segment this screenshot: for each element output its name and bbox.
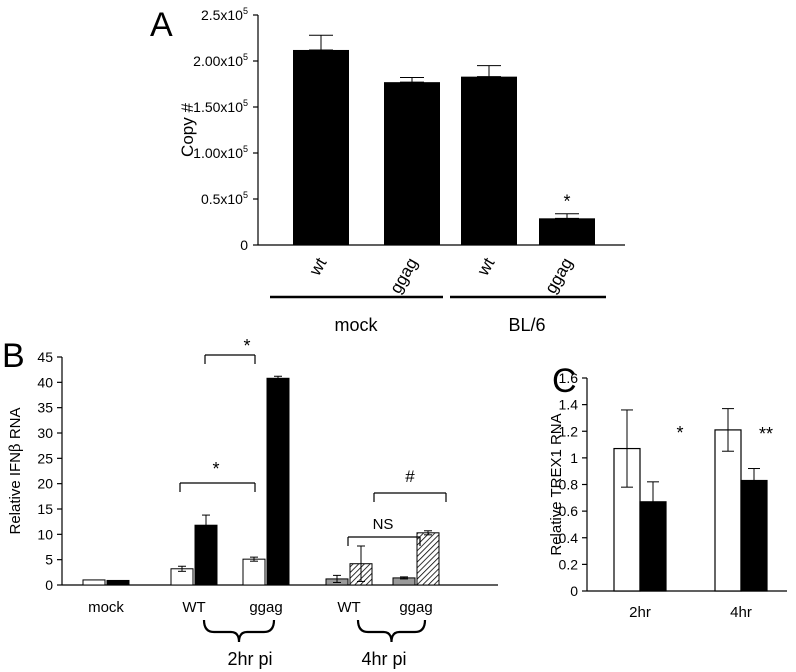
x-tick-label-b: ggag xyxy=(399,599,432,616)
bar-c xyxy=(740,479,768,592)
x-tick-label-a: ggag xyxy=(386,255,421,297)
bar-a xyxy=(461,76,517,245)
y-tick-label-b: 5 xyxy=(45,552,53,568)
group-label-mock: mock xyxy=(334,315,378,335)
annotation-b: NS xyxy=(373,516,394,533)
x-tick-label-b: mock xyxy=(88,599,124,616)
y-tick-label-a: 1.50x105 xyxy=(193,98,248,115)
y-tick-label-c: 0 xyxy=(570,583,578,599)
bar-b xyxy=(106,579,130,586)
x-tick-label-b: ggag xyxy=(249,599,282,616)
y-tick-label-b: 30 xyxy=(37,425,53,441)
panel-label-b: B xyxy=(2,337,25,375)
y-axis-label-part-b: Relative IFN xyxy=(7,452,24,535)
y-tick-label-b: 25 xyxy=(37,450,53,466)
panel-label-a: A xyxy=(150,6,173,44)
group-label-bl6: BL/6 xyxy=(508,315,545,335)
y-tick-label-c: 1.6 xyxy=(559,370,579,386)
y-tick-label-c: 1.4 xyxy=(559,397,579,413)
y-axis-label-c: Relative TREX1 RNA xyxy=(548,413,565,555)
y-tick-label-b: 0 xyxy=(45,577,53,593)
bar-b xyxy=(242,558,266,586)
group-brace-4hr xyxy=(356,619,427,643)
y-tick-label-b: 45 xyxy=(37,349,53,365)
x-tick-label-c: 2hr xyxy=(629,604,651,621)
x-tick-label-a: wt xyxy=(305,254,331,279)
y-tick-label-a: 0 xyxy=(240,237,248,253)
y-tick-label-b: 20 xyxy=(37,476,53,492)
group-label-2hr-pi: 2hr pi xyxy=(227,649,272,669)
y-axis-label-b: Relative IFNβ RNA xyxy=(6,407,24,534)
y-tick-label-c: 0.8 xyxy=(559,477,579,493)
bar-b xyxy=(266,377,290,586)
y-tick-exponent-a: 5 xyxy=(243,98,248,108)
y-tick-label-c: 0.2 xyxy=(559,556,579,572)
y-tick-exponent-a: 5 xyxy=(243,6,248,16)
bar-a xyxy=(539,218,595,245)
y-tick-label-b: 15 xyxy=(37,501,53,517)
y-tick-label-a: 2.5x105 xyxy=(201,6,248,23)
annotation-c: ** xyxy=(759,424,773,444)
y-tick-exponent-a: 5 xyxy=(243,144,248,154)
y-tick-label-a: 0.5x105 xyxy=(201,190,248,207)
y-tick-label-c: 0.4 xyxy=(559,530,579,546)
x-tick-label-a: wt xyxy=(473,254,499,279)
annotation-c: * xyxy=(676,423,683,443)
x-tick-label-b: WT xyxy=(337,599,360,616)
y-tick-label-a: 2.00x105 xyxy=(193,52,248,69)
bar-c xyxy=(714,429,742,592)
x-tick-label-a: ggag xyxy=(541,255,576,297)
group-label-4hr-pi: 4hr pi xyxy=(361,649,406,669)
significance-marker-a: * xyxy=(563,192,570,212)
panel-label-c: C xyxy=(552,362,577,400)
y-tick-label-c: 1 xyxy=(570,450,578,466)
y-tick-label-a: 1.00x105 xyxy=(193,144,248,161)
y-axis-label-part-b: RNA xyxy=(7,407,24,443)
y-axis-label-part-b: β xyxy=(6,443,24,452)
x-tick-label-b: WT xyxy=(182,599,205,616)
y-tick-label-b: 10 xyxy=(37,526,53,542)
group-brace-2hr xyxy=(202,619,276,643)
y-tick-label-b: 35 xyxy=(37,400,53,416)
y-tick-exponent-a: 5 xyxy=(243,52,248,62)
y-tick-label-c: 1.2 xyxy=(559,423,579,439)
annotation-b: * xyxy=(243,336,250,356)
bar-b xyxy=(82,579,106,586)
x-tick-label-c: 4hr xyxy=(730,604,752,621)
y-tick-exponent-a: 5 xyxy=(243,190,248,200)
annotation-b: * xyxy=(212,459,219,479)
annotation-b: # xyxy=(405,467,415,486)
y-axis-label-a: Copy # xyxy=(178,103,197,157)
y-tick-label-c: 0.6 xyxy=(559,503,579,519)
y-tick-label-b: 40 xyxy=(37,374,53,390)
bar-a xyxy=(384,82,440,245)
bar-a xyxy=(293,49,349,246)
